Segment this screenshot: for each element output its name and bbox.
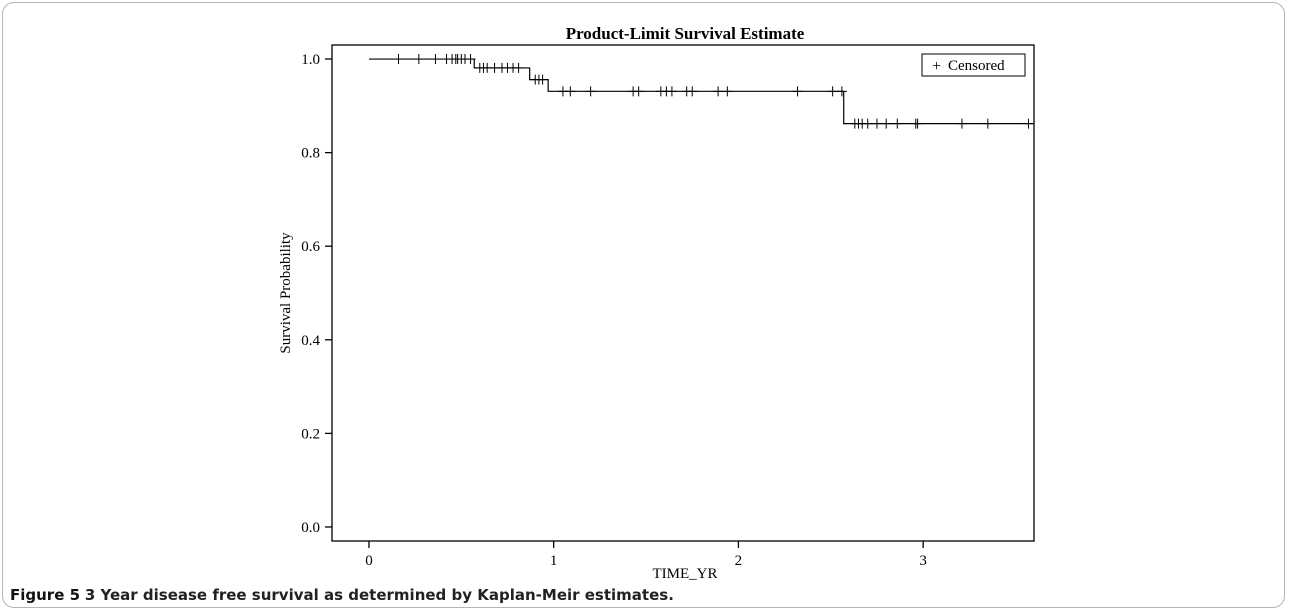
censored-mark: [430, 54, 441, 65]
x-tick-label: 0: [365, 553, 373, 569]
x-tick-label: 2: [735, 553, 743, 569]
censored-mark: [687, 86, 698, 97]
censored-mark: [666, 86, 677, 97]
censored-mark: [537, 74, 548, 85]
censored-mark: [871, 118, 882, 129]
censored-mark: [413, 54, 424, 65]
censored-mark: [565, 86, 576, 97]
caption-label: Figure 5: [10, 586, 81, 604]
x-axis-label: TIME_YR: [653, 566, 718, 582]
censored-mark: [792, 86, 803, 97]
censored-mark: [862, 118, 873, 129]
y-axis-label: Survival Probability: [278, 232, 294, 354]
legend: + Censored: [921, 53, 1026, 77]
chart-title: Product-Limit Survival Estimate: [566, 24, 805, 43]
censored-mark: [912, 118, 923, 129]
censored-mark: [881, 118, 892, 129]
censored-mark: [982, 118, 993, 129]
x-tick-label: 1: [550, 553, 558, 569]
x-tick-label: 3: [919, 553, 927, 569]
legend-symbol: +: [932, 58, 941, 75]
censored-mark: [892, 118, 903, 129]
censored-mark: [1023, 118, 1034, 129]
legend-box: [921, 53, 1026, 77]
plot-area-frame: [331, 44, 1035, 542]
censored-mark: [513, 62, 524, 73]
y-axis: 0.0 0.2 0.4 0.6 0.8 1.0: [301, 52, 332, 536]
censored-mark: [633, 86, 644, 97]
censored-mark: [713, 86, 724, 97]
censored-mark: [827, 86, 838, 97]
censored-mark: [465, 54, 476, 65]
censored-mark: [722, 86, 733, 97]
censored-mark: [836, 86, 847, 97]
y-tick-label: 0.2: [301, 426, 320, 442]
survival-series: [368, 54, 1034, 129]
censored-mark: [956, 118, 967, 129]
censored-mark: [585, 86, 596, 97]
y-tick-label: 0.6: [301, 239, 320, 255]
y-tick-label: 0.0: [301, 520, 320, 536]
x-axis: 0 1 2 3: [365, 541, 927, 569]
y-tick-label: 0.8: [301, 146, 320, 162]
y-tick-label: 0.4: [301, 333, 320, 349]
censored-mark: [393, 54, 404, 65]
y-tick-label: 1.0: [301, 52, 320, 68]
legend-label: Censored: [948, 58, 1005, 74]
figure-caption: Figure 5 3 Year disease free survival as…: [10, 586, 674, 604]
caption-text: 3 Year disease free survival as determin…: [84, 586, 674, 604]
